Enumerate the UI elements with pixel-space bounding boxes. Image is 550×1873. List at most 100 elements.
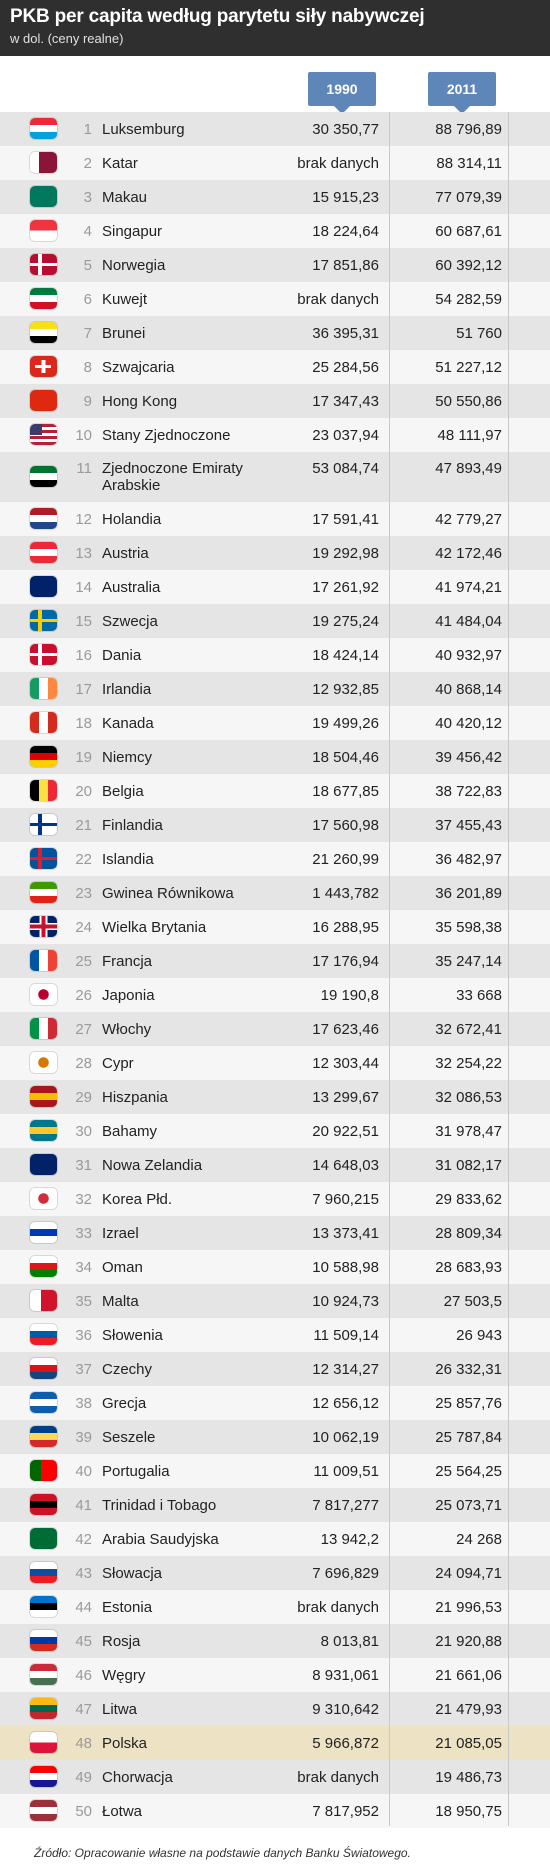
rank-number: 26 bbox=[75, 987, 92, 1004]
rank-number: 47 bbox=[75, 1701, 92, 1718]
source-note: Źródło: Opracowanie własne na podstawie … bbox=[34, 1846, 411, 1860]
country-name: Nowa Zelandia bbox=[102, 1157, 203, 1174]
table-row: 14 Australia 17 261,92 41 974,21 bbox=[0, 570, 550, 604]
flag-icon bbox=[30, 1630, 57, 1651]
rank-number: 27 bbox=[75, 1021, 92, 1038]
rank-number: 33 bbox=[75, 1225, 92, 1242]
flag-icon bbox=[30, 542, 57, 563]
value-2011: 25 073,71 bbox=[435, 1497, 502, 1514]
value-1990: 17 560,98 bbox=[312, 817, 379, 834]
table-row: 8 Szwajcaria 25 284,56 51 227,12 bbox=[0, 350, 550, 384]
value-1990: brak danych bbox=[297, 1599, 379, 1616]
rank-number: 39 bbox=[75, 1429, 92, 1446]
value-1990: 18 224,64 bbox=[312, 223, 379, 240]
flag-icon bbox=[30, 1664, 57, 1685]
value-1990: 17 261,92 bbox=[312, 579, 379, 596]
value-1990: 1 443,782 bbox=[312, 885, 379, 902]
rank-number: 18 bbox=[75, 715, 92, 732]
value-1990: 7 817,952 bbox=[312, 1803, 379, 1820]
rank-number: 46 bbox=[75, 1667, 92, 1684]
rank-number: 42 bbox=[75, 1531, 92, 1548]
value-2011: 51 760 bbox=[456, 325, 502, 342]
table-row: 39 Seszele 10 062,19 25 787,84 bbox=[0, 1420, 550, 1454]
value-1990: 17 347,43 bbox=[312, 393, 379, 410]
table-row: 22 Islandia 21 260,99 36 482,97 bbox=[0, 842, 550, 876]
country-name: Dania bbox=[102, 647, 142, 664]
flag-icon bbox=[30, 746, 57, 767]
country-name: Makau bbox=[102, 189, 148, 206]
value-1990: 14 648,03 bbox=[312, 1157, 379, 1174]
value-2011: 25 787,84 bbox=[435, 1429, 502, 1446]
value-1990: 25 284,56 bbox=[312, 359, 379, 376]
value-2011: 41 974,21 bbox=[435, 579, 502, 596]
country-name: Portugalia bbox=[102, 1463, 170, 1480]
flag-icon bbox=[30, 1392, 57, 1413]
value-1990: 17 851,86 bbox=[312, 257, 379, 274]
flag-icon bbox=[30, 1324, 57, 1345]
table-row: 34 Oman 10 588,98 28 683,93 bbox=[0, 1250, 550, 1284]
flag-icon bbox=[30, 984, 57, 1005]
value-1990: brak danych bbox=[297, 155, 379, 172]
value-1990: 7 960,215 bbox=[312, 1191, 379, 1208]
country-name: Japonia bbox=[102, 987, 155, 1004]
flag-icon bbox=[30, 1528, 57, 1549]
country-name: Brunei bbox=[102, 325, 146, 342]
value-1990: brak danych bbox=[297, 1769, 379, 1786]
value-2011: 26 943 bbox=[456, 1327, 502, 1344]
rank-number: 8 bbox=[83, 359, 92, 376]
flag-icon bbox=[30, 644, 57, 665]
value-1990: 23 037,94 bbox=[312, 427, 379, 444]
value-2011: 25 564,25 bbox=[435, 1463, 502, 1480]
country-name: Singapur bbox=[102, 223, 163, 240]
flag-icon bbox=[30, 678, 57, 699]
rank-number: 6 bbox=[83, 291, 92, 308]
value-2011: 40 420,12 bbox=[435, 715, 502, 732]
table-row: 20 Belgia 18 677,85 38 722,83 bbox=[0, 774, 550, 808]
table-row: 44 Estonia brak danych 21 996,53 bbox=[0, 1590, 550, 1624]
value-1990: 12 932,85 bbox=[312, 681, 379, 698]
country-name: Chorwacja bbox=[102, 1769, 173, 1786]
rank-number: 25 bbox=[75, 953, 92, 970]
value-1990: 10 924,73 bbox=[312, 1293, 379, 1310]
table-row: 43 Słowacja 7 696,829 24 094,71 bbox=[0, 1556, 550, 1590]
value-2011: 21 085,05 bbox=[435, 1735, 502, 1752]
country-name: Korea Płd. bbox=[102, 1191, 173, 1208]
value-2011: 77 079,39 bbox=[435, 189, 502, 206]
table-row: 49 Chorwacja brak danych 19 486,73 bbox=[0, 1760, 550, 1794]
value-1990: 18 677,85 bbox=[312, 783, 379, 800]
table-row: 35 Malta 10 924,73 27 503,5 bbox=[0, 1284, 550, 1318]
table-row: 42 Arabia Saudyjska 13 942,2 24 268 bbox=[0, 1522, 550, 1556]
country-name: Islandia bbox=[102, 851, 154, 868]
country-name: Szwecja bbox=[102, 613, 158, 630]
flag-icon bbox=[30, 424, 57, 445]
column-divider bbox=[508, 112, 509, 1826]
country-name: Kuwejt bbox=[102, 291, 148, 308]
table-row: 46 Węgry 8 931,061 21 661,06 bbox=[0, 1658, 550, 1692]
table-row: 17 Irlandia 12 932,85 40 868,14 bbox=[0, 672, 550, 706]
flag-icon bbox=[30, 1018, 57, 1039]
value-2011: 31 082,17 bbox=[435, 1157, 502, 1174]
value-1990: 10 062,19 bbox=[312, 1429, 379, 1446]
flag-icon bbox=[30, 118, 57, 139]
page-subtitle: w dol. (ceny realne) bbox=[10, 31, 124, 46]
value-2011: 42 779,27 bbox=[435, 511, 502, 528]
rank-number: 19 bbox=[75, 749, 92, 766]
rank-number: 24 bbox=[75, 919, 92, 936]
flag-icon bbox=[30, 916, 57, 937]
flag-icon bbox=[30, 1596, 57, 1617]
country-name: Hong Kong bbox=[102, 393, 178, 410]
rank-number: 29 bbox=[75, 1089, 92, 1106]
value-2011: 88 314,11 bbox=[436, 155, 502, 172]
rank-number: 23 bbox=[75, 885, 92, 902]
table-row: 11 Zjednoczone Emiraty Arabskie 53 084,74 4… bbox=[0, 452, 550, 502]
value-1990: 8 931,061 bbox=[312, 1667, 379, 1684]
table-row: 23 Gwinea Równikowa 1 443,782 36 201,89 bbox=[0, 876, 550, 910]
country-name: Luksemburg bbox=[102, 121, 185, 138]
value-2011: 26 332,31 bbox=[435, 1361, 502, 1378]
flag-icon bbox=[30, 1460, 57, 1481]
flag-icon bbox=[30, 356, 57, 377]
country-name: Szwajcaria bbox=[102, 359, 175, 376]
value-1990: 10 588,98 bbox=[312, 1259, 379, 1276]
table-row: 15 Szwecja 19 275,24 41 484,04 bbox=[0, 604, 550, 638]
